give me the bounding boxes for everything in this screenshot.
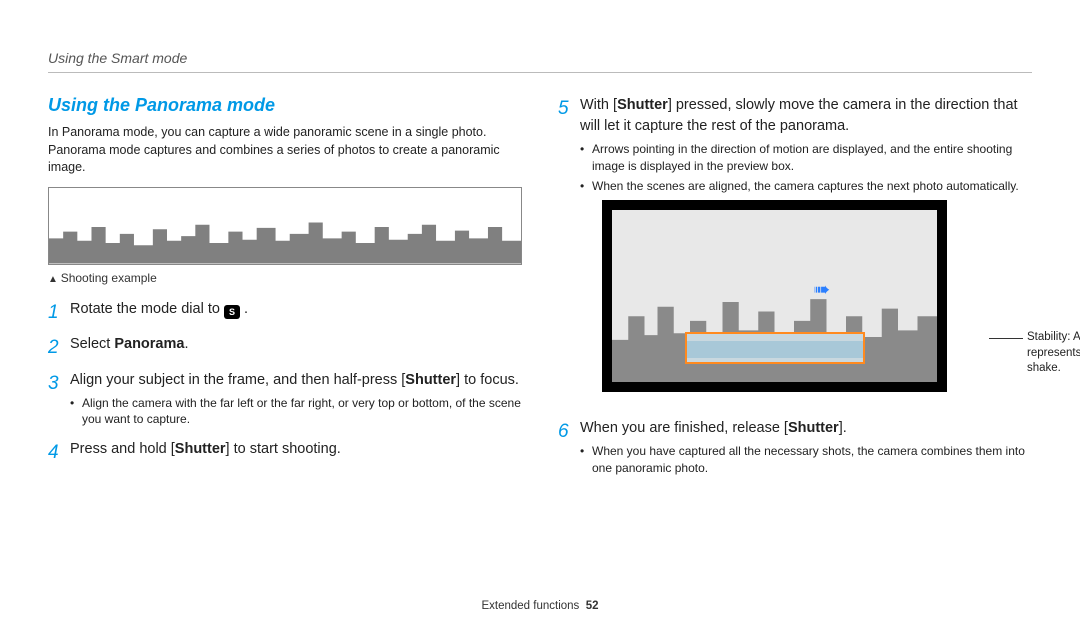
step-5: 5 With [Shutter] pressed, slowly move th… [558,95,1032,410]
step-2: 2 Select Panorama. [48,334,522,362]
stability-line [687,341,863,358]
header-divider [48,72,1032,73]
step-number: 4 [48,439,70,467]
step-sub-bullets: When you have captured all the necessary… [580,443,1032,477]
step-number: 6 [558,418,580,480]
step-text: With [Shutter] pressed, slowly move the … [580,95,1032,410]
example-caption: Shooting example [48,271,522,285]
page-breadcrumb: Using the Smart mode [48,50,1032,66]
camera-preview-box: ➠ [602,200,947,392]
sub-bullet: When the scenes are aligned, the camera … [580,178,1032,195]
step-1: 1 Rotate the mode dial to S . [48,299,522,327]
panorama-strip [685,332,865,364]
section-title: Using the Panorama mode [48,95,522,116]
step-sub-bullets: Arrows pointing in the direction of moti… [580,141,1032,194]
step-number: 1 [48,299,70,327]
right-column: 5 With [Shutter] pressed, slowly move th… [558,95,1032,488]
step-text: Align your subject in the frame, and the… [70,370,522,432]
step-text: Press and hold [Shutter] to start shooti… [70,439,522,467]
step-6: 6 When you are finished, release [Shutte… [558,418,1032,480]
camera-preview-inner: ➠ [612,210,937,382]
steps-list-right: 5 With [Shutter] pressed, slowly move th… [558,95,1032,480]
step-number: 5 [558,95,580,410]
sub-bullet: Arrows pointing in the direction of moti… [580,141,1032,175]
steps-list-left: 1 Rotate the mode dial to S . 2 Select P… [48,299,522,467]
step-text: Select Panorama. [70,334,522,362]
content-columns: Using the Panorama mode In Panorama mode… [48,95,1032,488]
footer-section: Extended functions [481,600,579,612]
step-number: 2 [48,334,70,362]
step-number: 3 [48,370,70,432]
sub-bullet: When you have captured all the necessary… [580,443,1032,477]
step-text: Rotate the mode dial to S . [70,299,522,327]
direction-arrow-icon: ➠ [814,276,831,305]
preview-wrap: ➠ Stability: A flatter line represents l… [580,200,1032,392]
step-sub-bullets: Align the camera with the far left or th… [70,395,522,429]
section-intro: In Panorama mode, you can capture a wide… [48,124,522,177]
footer-page-number: 52 [586,600,599,612]
left-column: Using the Panorama mode In Panorama mode… [48,95,522,488]
skyline-silhouette [49,218,521,264]
step-text: When you are finished, release [Shutter]… [580,418,1032,480]
step-4: 4 Press and hold [Shutter] to start shoo… [48,439,522,467]
sub-bullet: Align the camera with the far left or th… [70,395,522,429]
mode-dial-icon: S [224,305,240,319]
stability-annotation: Stability: A flatter line represents les… [1027,330,1080,377]
step-3: 3 Align your subject in the frame, and t… [48,370,522,432]
panorama-example-illustration [48,187,522,265]
page-footer: Extended functions 52 [0,600,1080,612]
